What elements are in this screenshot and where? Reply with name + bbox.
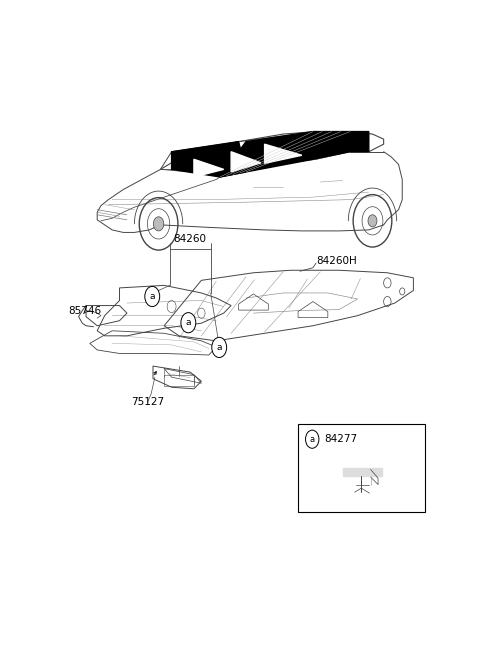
Text: a: a (310, 435, 315, 443)
Text: 75127: 75127 (131, 398, 164, 407)
Polygon shape (343, 468, 382, 476)
Text: 84277: 84277 (324, 434, 357, 444)
Circle shape (154, 217, 164, 231)
Polygon shape (264, 144, 302, 163)
Text: a: a (149, 292, 155, 301)
Text: 85746: 85746 (68, 306, 101, 316)
Polygon shape (172, 141, 246, 177)
Circle shape (212, 337, 227, 358)
FancyBboxPatch shape (298, 424, 424, 512)
Text: a: a (186, 318, 191, 328)
Circle shape (145, 286, 160, 307)
Text: 84260H: 84260H (317, 256, 358, 266)
Polygon shape (194, 159, 224, 177)
Polygon shape (220, 132, 369, 177)
Text: a: a (216, 343, 222, 352)
Circle shape (181, 312, 196, 333)
Circle shape (368, 215, 377, 227)
Polygon shape (231, 152, 261, 172)
Circle shape (305, 430, 319, 448)
Text: 84260: 84260 (174, 234, 207, 244)
